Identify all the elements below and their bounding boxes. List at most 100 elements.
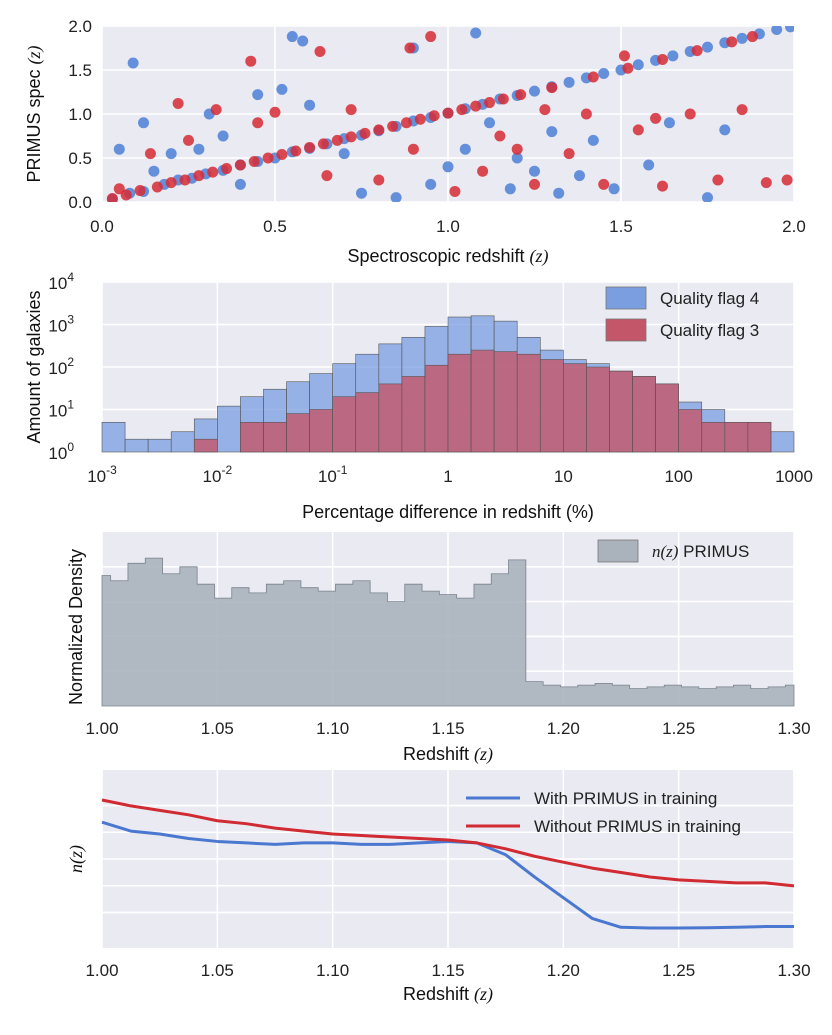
- hist-x-tick-base: 10: [203, 467, 222, 486]
- scatter-point-flag4: [785, 26, 794, 33]
- scatter-x-axis-label-text: Spectroscopic redshift: [347, 246, 529, 266]
- scatter-point-flag3: [428, 110, 440, 122]
- scatter-point-flag3: [179, 174, 191, 186]
- scatter-point-flag4: [356, 187, 367, 199]
- scatter-point-flag3: [193, 170, 205, 182]
- scatter-point-flag4: [234, 178, 246, 190]
- scatter-point-flag3: [684, 108, 696, 120]
- scatter-point-flag3: [726, 36, 738, 48]
- scatter-point-flag4: [563, 76, 575, 88]
- scatter-point-flag3: [494, 130, 506, 142]
- scatter-point-flag4: [719, 124, 731, 136]
- density-x-axis-label-text: Redshift: [403, 744, 474, 764]
- scatter-point-flag4: [193, 143, 205, 155]
- line-x-tick-label: 1.20: [547, 961, 580, 980]
- scatter-point-flag3: [470, 100, 482, 112]
- hist-legend-label: Quality flag 4: [660, 289, 759, 308]
- density-histogram-area: [101, 557, 795, 707]
- line-x-tick-label: 1.25: [662, 961, 695, 980]
- hist-x-tick-base: 100: [664, 467, 692, 486]
- scatter-point-flag3: [106, 192, 118, 202]
- scatter-point-flag3: [172, 97, 184, 109]
- scatter-point-flag3: [373, 174, 385, 186]
- scatter-point-flag3: [632, 124, 644, 136]
- scatter-point-flag4: [587, 134, 599, 146]
- scatter-point-flag3: [165, 177, 177, 189]
- density-x-axis-label-var: (z): [474, 744, 493, 765]
- scatter-point-flag4: [390, 192, 402, 202]
- scatter-point-flag3: [760, 177, 772, 189]
- line-x-axis-label: Redshift (z): [403, 984, 493, 1005]
- line-x-axis-label-var: (z): [474, 984, 493, 1005]
- scatter-point-flag3: [484, 97, 496, 109]
- hist-y-tick-exp: 0: [67, 440, 74, 454]
- scatter-point-flag4: [553, 187, 565, 199]
- scatter-point-flag3: [618, 50, 630, 62]
- scatter-y-tick-label: 2.0: [68, 17, 92, 36]
- hist-y-tick-base: 10: [48, 274, 67, 293]
- hist-x-tick-base: 1000: [775, 467, 813, 486]
- scatter-y-axis-label-var: (z): [24, 45, 45, 64]
- scatter-point-flag4: [529, 85, 540, 97]
- scatter-point-flag3: [373, 124, 385, 136]
- line-y-axis-label: n(z): [66, 845, 87, 873]
- line-x-tick-label: 1.30: [777, 961, 810, 980]
- scatter-point-flag3: [650, 112, 662, 124]
- hist-bar: [147, 438, 172, 453]
- scatter-point-flag3: [736, 104, 748, 116]
- density-legend-label: n(z) PRIMUS: [652, 542, 749, 561]
- scatter-point-flag3: [113, 183, 125, 195]
- line-without-primus: [101, 798, 795, 888]
- scatter-x-tick-label: 0.5: [263, 217, 287, 236]
- hist-y-tick-base: 10: [48, 402, 67, 421]
- scatter-y-axis-label: PRIMUS spec (z): [24, 45, 45, 182]
- scatter-point-flag4: [470, 27, 482, 39]
- scatter-point-flag3: [276, 148, 288, 160]
- hist-bar: [355, 392, 380, 453]
- hist-x-tick-label: 10-3: [87, 463, 117, 486]
- scatter-point-flag3: [248, 156, 260, 168]
- hist-y-tick-base: 10: [48, 317, 67, 336]
- scatter-point-flag3: [290, 145, 302, 157]
- scatter-points: [106, 26, 794, 202]
- scatter-point-flag3: [245, 55, 257, 67]
- density-x-tick-label: 1.00: [85, 719, 118, 738]
- scatter-point-flag3: [387, 120, 399, 132]
- scatter-point-flag3: [587, 71, 599, 83]
- line-legend-label: With PRIMUS in training: [534, 789, 717, 808]
- density-legend-swatch: [597, 539, 639, 563]
- scatter-point-flag4: [608, 183, 620, 195]
- scatter-point-flag4: [148, 165, 160, 177]
- scatter-point-flag3: [712, 174, 724, 186]
- hist-y-tick-label: 104: [48, 270, 74, 293]
- hist-y-tick-exp: 1: [67, 398, 74, 412]
- scatter-y-tick-label: 1.5: [68, 61, 92, 80]
- hist-legend-label: Quality flag 3: [660, 321, 759, 340]
- scatter-point-flag3: [210, 104, 222, 116]
- hist-x-tick-exp: -3: [106, 463, 117, 477]
- hist-x-tick-label: 10-1: [318, 463, 348, 486]
- density-x-tick-label: 1.05: [201, 719, 234, 738]
- scatter-point-flag3: [529, 178, 540, 190]
- scatter-point-flag3: [497, 93, 509, 105]
- scatter-point-flag4: [459, 143, 471, 155]
- hist-bar: [309, 409, 333, 453]
- hist-bar: [101, 421, 126, 453]
- hist-legend-swatch: [605, 318, 647, 342]
- scatter-point-flag4: [425, 178, 437, 190]
- scatter-point-flag3: [449, 185, 461, 197]
- scatter-point-flag4: [771, 26, 783, 36]
- scatter-point-flag3: [134, 185, 146, 197]
- scatter-y-tick-label: 0.0: [68, 193, 92, 212]
- scatter-point-flag3: [359, 127, 371, 139]
- line-x-tick-label: 1.00: [85, 961, 118, 980]
- hist-y-tick-label: 100: [48, 440, 74, 463]
- hist-y-tick-base: 10: [48, 359, 67, 378]
- scatter-point-flag4: [511, 152, 523, 164]
- hist-x-tick-base: 10: [554, 467, 573, 486]
- hist-x-tick-label: 100: [664, 467, 692, 486]
- scatter-y-axis-label-text: PRIMUS spec: [24, 64, 44, 182]
- scatter-point-flag3: [151, 181, 163, 193]
- hist-bar: [586, 366, 610, 453]
